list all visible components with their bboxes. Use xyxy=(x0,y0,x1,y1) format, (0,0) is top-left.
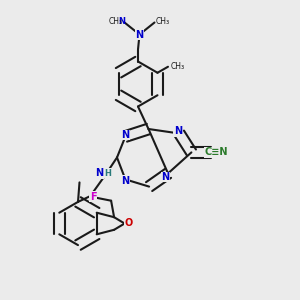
Text: N: N xyxy=(121,130,130,140)
Text: C≡N: C≡N xyxy=(205,147,228,158)
Text: H: H xyxy=(105,169,111,178)
Text: CH₃: CH₃ xyxy=(109,16,123,26)
Text: CH₃: CH₃ xyxy=(171,62,185,71)
Text: N: N xyxy=(161,172,170,182)
Text: N: N xyxy=(121,176,130,186)
Text: N: N xyxy=(95,168,104,178)
Text: F: F xyxy=(90,191,96,202)
Text: N: N xyxy=(118,16,125,26)
Text: O: O xyxy=(125,218,133,229)
Text: N: N xyxy=(135,29,144,40)
Text: CH₃: CH₃ xyxy=(156,16,170,26)
Text: N: N xyxy=(174,126,182,136)
